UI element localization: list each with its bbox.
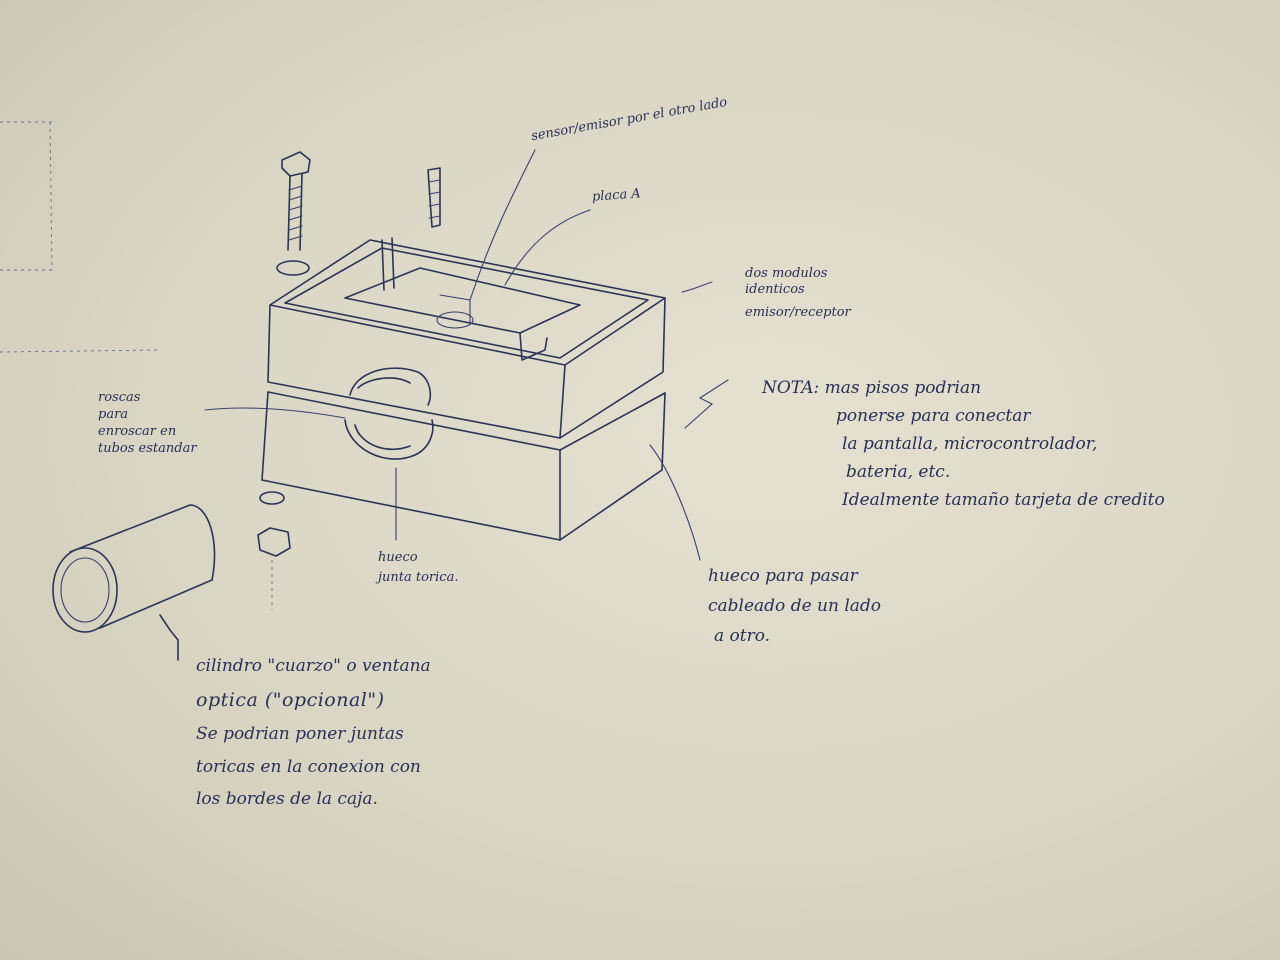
label-cilindro-line: los bordes de la caja. bbox=[196, 788, 378, 809]
label-hueco-cableado: hueco para pasar cableado de un lado a o… bbox=[708, 562, 881, 651]
label-nota-line: bateria, etc. bbox=[846, 462, 951, 483]
label-roscas-line: tubos estandar bbox=[98, 440, 197, 456]
label-nota: NOTA: mas pisos podrian ponerse para con… bbox=[762, 374, 1165, 514]
label-roscas-line: para bbox=[98, 406, 129, 422]
placa-a-board bbox=[344, 267, 581, 361]
label-roscas-line: enroscar en bbox=[98, 423, 177, 439]
label-hueco-junta-line: junta torica. bbox=[378, 569, 459, 585]
label-cilindro-line: cilindro "cuarzo" o ventana bbox=[196, 656, 431, 676]
label-cilindro-line: Se podrian poner juntas bbox=[196, 724, 404, 745]
label-modulos-line: identicos bbox=[745, 282, 805, 298]
label-modulos: dos modulos identicos emisor/receptor bbox=[745, 266, 851, 321]
label-nota-line: Idealmente tamaño tarjeta de credito bbox=[842, 490, 1165, 511]
washer-and-nut bbox=[257, 491, 291, 610]
label-roscas-line: roscas bbox=[98, 390, 141, 405]
lower-box bbox=[261, 391, 666, 541]
quartz-cylinder bbox=[52, 504, 216, 661]
label-hueco-cableado-line: a otro. bbox=[714, 625, 771, 646]
label-modulos-line: emisor/receptor bbox=[745, 304, 851, 320]
notebook-margin-lines bbox=[0, 121, 161, 353]
label-nota-line: ponerse para conectar bbox=[836, 406, 1031, 427]
label-nota-line: la pantalla, microcontrolador, bbox=[842, 434, 1098, 455]
label-nota-line: NOTA: mas pisos podrian bbox=[762, 378, 982, 398]
label-hueco-cableado-line: hueco para pasar bbox=[708, 566, 858, 586]
label-cilindro-line: optica ("opcional") bbox=[196, 689, 385, 712]
label-modulos-line: dos modulos bbox=[745, 266, 828, 281]
upper-box bbox=[267, 239, 666, 439]
label-hueco-junta: hueco junta torica. bbox=[378, 548, 458, 587]
label-hueco-cableado-line: cableado de un lado bbox=[708, 595, 882, 616]
label-cilindro-line: toricas en la conexion con bbox=[196, 756, 421, 777]
bolts bbox=[276, 151, 441, 291]
label-hueco-junta-line: hueco bbox=[378, 550, 418, 565]
label-placa-a: placa A bbox=[591, 186, 642, 205]
label-cilindro: cilindro "cuarzo" o ventana optica ("opc… bbox=[196, 650, 431, 815]
tube-bore bbox=[344, 367, 434, 460]
leader-lines bbox=[204, 149, 729, 561]
label-roscas: roscas para enroscar en tubos estandar bbox=[98, 390, 197, 458]
